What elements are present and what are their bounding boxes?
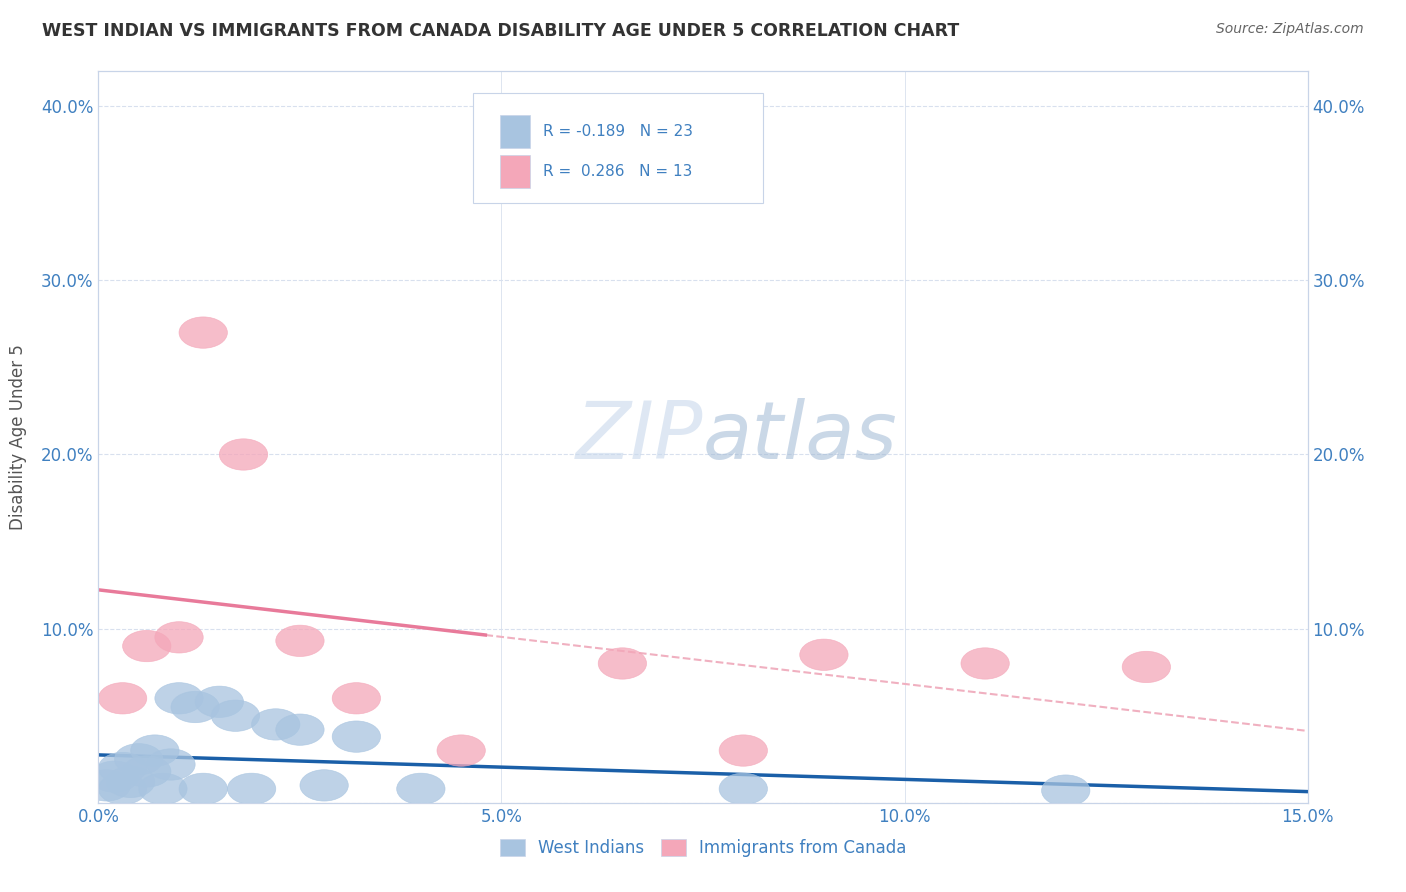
Ellipse shape (155, 622, 204, 653)
Ellipse shape (598, 648, 647, 679)
Text: R = -0.189   N = 23: R = -0.189 N = 23 (543, 124, 693, 139)
Ellipse shape (155, 682, 204, 714)
Ellipse shape (122, 756, 172, 787)
Ellipse shape (718, 773, 768, 805)
FancyBboxPatch shape (474, 94, 763, 203)
Ellipse shape (195, 686, 243, 717)
Ellipse shape (107, 766, 155, 797)
Ellipse shape (960, 648, 1010, 679)
Ellipse shape (299, 770, 349, 801)
Ellipse shape (276, 625, 325, 657)
Ellipse shape (1122, 651, 1171, 682)
Ellipse shape (90, 761, 139, 792)
Ellipse shape (172, 691, 219, 723)
Ellipse shape (718, 735, 768, 766)
FancyBboxPatch shape (501, 115, 530, 148)
Text: atlas: atlas (703, 398, 898, 476)
Ellipse shape (1042, 775, 1090, 806)
Ellipse shape (228, 773, 276, 805)
Ellipse shape (437, 735, 485, 766)
Ellipse shape (332, 682, 381, 714)
Ellipse shape (276, 714, 325, 746)
Text: Source: ZipAtlas.com: Source: ZipAtlas.com (1216, 22, 1364, 37)
Ellipse shape (179, 773, 228, 805)
Ellipse shape (98, 682, 146, 714)
Legend: West Indians, Immigrants from Canada: West Indians, Immigrants from Canada (494, 832, 912, 864)
Ellipse shape (332, 721, 381, 752)
Ellipse shape (179, 317, 228, 348)
FancyBboxPatch shape (501, 155, 530, 188)
Text: ZIP: ZIP (575, 398, 703, 476)
Ellipse shape (131, 735, 179, 766)
Ellipse shape (139, 773, 187, 805)
Ellipse shape (211, 700, 260, 731)
Ellipse shape (396, 773, 446, 805)
Ellipse shape (252, 709, 299, 740)
Ellipse shape (98, 752, 146, 784)
Text: WEST INDIAN VS IMMIGRANTS FROM CANADA DISABILITY AGE UNDER 5 CORRELATION CHART: WEST INDIAN VS IMMIGRANTS FROM CANADA DI… (42, 22, 959, 40)
Ellipse shape (146, 748, 195, 780)
Y-axis label: Disability Age Under 5: Disability Age Under 5 (10, 344, 27, 530)
Ellipse shape (219, 439, 267, 470)
Ellipse shape (114, 744, 163, 775)
Text: R =  0.286   N = 13: R = 0.286 N = 13 (543, 164, 693, 179)
Ellipse shape (83, 770, 131, 801)
Ellipse shape (98, 773, 146, 805)
Ellipse shape (122, 631, 172, 662)
Ellipse shape (800, 639, 848, 671)
